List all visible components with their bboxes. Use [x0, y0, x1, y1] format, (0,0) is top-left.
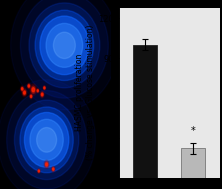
Ellipse shape	[37, 89, 39, 92]
Ellipse shape	[20, 0, 108, 98]
Ellipse shape	[53, 32, 75, 59]
Ellipse shape	[37, 90, 38, 92]
Ellipse shape	[35, 10, 94, 81]
Ellipse shape	[38, 170, 40, 173]
Ellipse shape	[31, 86, 36, 94]
Ellipse shape	[0, 80, 95, 189]
Ellipse shape	[44, 87, 45, 89]
Y-axis label: HASMC proliferation
(% change vs. Glucose stimulation): HASMC proliferation (% change vs. Glucos…	[75, 25, 95, 160]
Ellipse shape	[40, 16, 89, 75]
Ellipse shape	[23, 90, 26, 95]
Ellipse shape	[31, 95, 32, 97]
Ellipse shape	[29, 3, 100, 88]
Ellipse shape	[37, 128, 57, 152]
Ellipse shape	[32, 88, 34, 92]
Ellipse shape	[28, 85, 30, 87]
Bar	[181, 148, 205, 178]
Text: *: *	[191, 126, 196, 136]
Ellipse shape	[22, 88, 23, 90]
Ellipse shape	[30, 94, 33, 99]
Ellipse shape	[46, 23, 83, 67]
Ellipse shape	[21, 87, 23, 91]
Ellipse shape	[28, 84, 30, 88]
Ellipse shape	[52, 167, 54, 171]
Ellipse shape	[38, 169, 40, 174]
Ellipse shape	[24, 91, 25, 94]
Ellipse shape	[44, 86, 45, 89]
Ellipse shape	[27, 83, 31, 89]
Ellipse shape	[30, 119, 63, 160]
Ellipse shape	[7, 91, 87, 189]
Ellipse shape	[20, 86, 24, 92]
Ellipse shape	[11, 0, 118, 110]
Ellipse shape	[45, 162, 48, 167]
Ellipse shape	[24, 112, 69, 167]
Ellipse shape	[20, 107, 73, 173]
Ellipse shape	[38, 170, 39, 172]
Ellipse shape	[41, 92, 44, 97]
Ellipse shape	[40, 91, 44, 98]
Ellipse shape	[42, 93, 43, 96]
Ellipse shape	[14, 100, 79, 180]
Ellipse shape	[22, 88, 27, 97]
Ellipse shape	[30, 84, 37, 96]
Ellipse shape	[44, 160, 49, 169]
Ellipse shape	[52, 166, 55, 172]
Ellipse shape	[53, 168, 54, 170]
Ellipse shape	[30, 95, 32, 98]
Ellipse shape	[43, 85, 46, 90]
Ellipse shape	[46, 163, 48, 166]
Bar	[133, 45, 157, 178]
Ellipse shape	[36, 88, 39, 93]
